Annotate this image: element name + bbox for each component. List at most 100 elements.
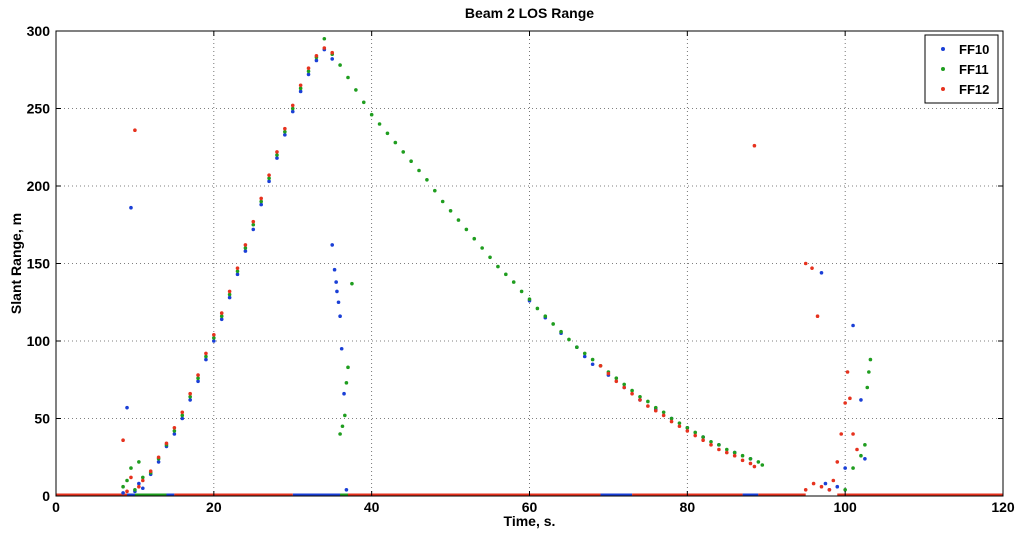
data-point-ff10 [590,362,595,367]
data-point-ff12 [669,419,674,424]
data-point-ff10 [227,295,232,300]
data-point-ff11 [867,370,871,374]
data-point-ff10 [835,484,840,489]
data-point-ff11 [283,129,287,134]
data-point-ff12 [137,484,141,489]
legend-marker-ff12 [941,87,945,91]
data-point-ff12 [677,424,682,429]
data-point-ff10 [125,405,129,410]
x-tick-label: 0 [52,499,60,515]
data-point-ff11 [527,297,532,301]
data-point-ff12 [653,408,658,413]
data-point-ff10 [275,156,279,160]
data-point-ff12 [740,458,745,463]
data-point-ff11 [488,255,492,260]
data-point-ff11 [322,36,327,41]
data-point-ff12 [819,484,824,489]
data-point-ff11 [377,122,382,126]
data-point-ff12 [172,426,177,430]
data-point-ff11 [504,272,508,277]
data-point-ff11 [137,460,141,464]
data-point-ff10 [334,280,338,284]
data-point-ff12 [298,83,303,88]
data-point-ff11 [543,314,548,319]
data-point-ff10 [338,314,342,319]
data-point-ff12 [322,46,327,50]
data-point-ff10 [335,289,339,294]
data-point-ff12 [141,478,145,483]
data-point-ff11 [614,376,619,381]
data-point-ff12 [188,391,192,396]
data-point-ff11 [243,246,248,250]
data-point-ff12 [129,475,133,480]
x-tick-label: 80 [680,499,696,515]
data-point-ff11 [717,443,721,447]
data-point-ff11 [496,264,500,269]
data-point-ff12 [839,432,844,436]
data-point-ff12 [614,379,619,384]
data-point-ff12 [693,433,698,438]
data-point-ff12 [306,66,311,70]
data-point-ff11 [290,106,295,111]
data-point-ff11 [559,329,563,334]
data-point-ff11 [235,269,240,274]
data-point-ff11 [227,292,232,297]
data-point-ff11 [511,280,516,284]
legend-label-ff12: FF12 [959,82,989,97]
data-point-ff10 [283,133,287,137]
data-point-ff11 [385,131,390,136]
data-point-ff11 [172,429,177,433]
data-point-ff12 [243,243,248,247]
data-point-ff11 [590,357,595,362]
data-point-ff11 [456,218,461,222]
data-point-ff11 [188,395,192,399]
data-point-ff11 [343,413,347,418]
data-point-ff12 [752,143,757,148]
data-point-ff12 [290,103,295,108]
data-point-ff10 [212,339,216,343]
data-point-ff12 [622,385,626,390]
data-point-ff11 [732,450,737,455]
data-point-ff11 [346,75,350,80]
data-point-ff12 [630,391,634,396]
data-point-ff12 [709,443,713,447]
data-point-ff10 [330,243,335,247]
data-point-ff12 [283,126,287,131]
data-point-ff11 [125,478,129,483]
data-point-ff11 [338,63,342,67]
data-point-ff10 [196,379,200,384]
data-point-ff10 [290,109,295,114]
data-point-ff12 [803,261,808,266]
data-point-ff12 [227,289,232,294]
data-point-ff12 [133,128,137,132]
data-point-ff11 [121,484,125,489]
data-point-ff11 [661,410,666,415]
data-point-ff12 [851,432,855,436]
data-point-ff12 [803,488,808,492]
data-point-ff10 [129,205,133,210]
data-point-ff10 [863,457,867,461]
data-point-ff10 [330,57,335,61]
data-point-ff12 [156,455,161,460]
data-point-ff12 [752,464,757,469]
data-point-ff11 [409,159,413,163]
data-point-ff11 [180,413,185,418]
data-point-ff12 [125,489,129,494]
data-point-ff11 [740,453,745,458]
data-point-ff11 [863,443,867,447]
data-point-ff10 [243,249,248,253]
y-axis-label: Slant Range, m [8,213,24,314]
data-point-ff12 [845,370,850,374]
data-point-ff11 [275,153,279,157]
data-point-ff11 [401,150,406,154]
data-point-ff12 [661,413,666,418]
data-point-ff10 [188,398,192,402]
data-point-ff11 [693,430,698,435]
data-point-ff12 [748,461,753,466]
x-tick-label: 60 [522,499,538,515]
data-point-ff12 [180,410,185,415]
legend: FF10 FF11 FF12 [924,34,999,104]
legend-marker-ff10 [941,47,945,51]
